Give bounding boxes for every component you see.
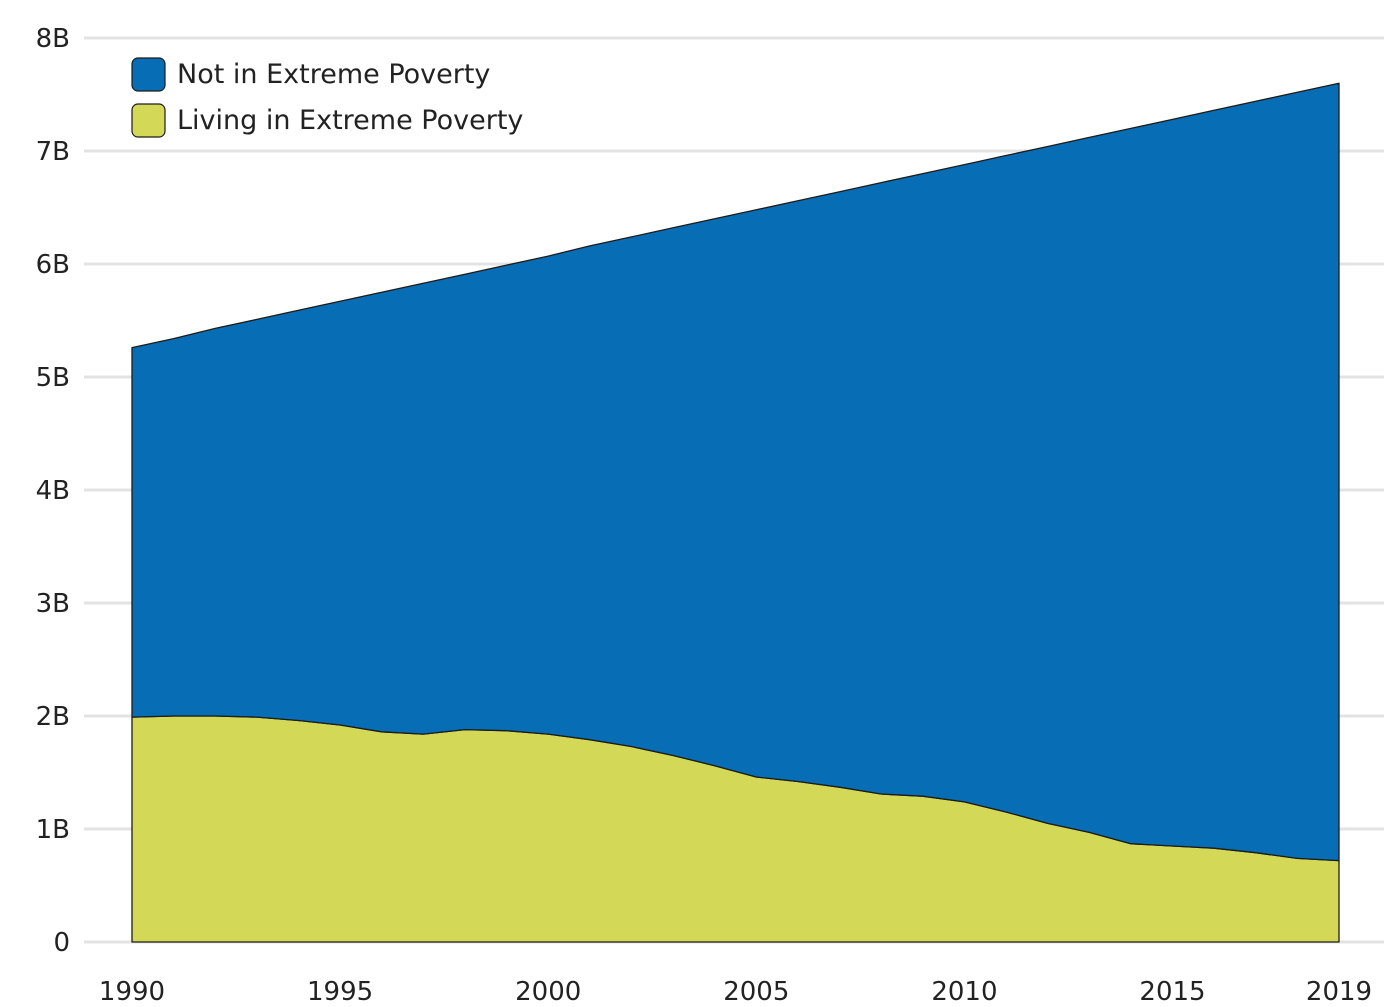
- y-tick-label: 0: [53, 928, 70, 958]
- x-tick-label: 2019: [1306, 977, 1372, 1007]
- y-axis-tick-labels: 0 1B 2B 3B 4B 5B 6B 7B 8B: [36, 24, 70, 958]
- y-tick-label: 2B: [36, 702, 70, 732]
- x-tick-label: 2000: [515, 977, 581, 1007]
- x-tick-label: 1990: [99, 977, 165, 1007]
- legend: Not in Extreme Poverty Living in Extreme …: [131, 57, 523, 138]
- y-tick-label: 4B: [36, 476, 70, 506]
- x-tick-label: 2015: [1139, 977, 1205, 1007]
- y-tick-label: 6B: [36, 250, 70, 280]
- y-tick-label: 5B: [36, 363, 70, 393]
- y-tick-label: 8B: [36, 24, 70, 54]
- y-tick-label: 3B: [36, 589, 70, 619]
- legend-label-living-in-extreme-poverty: Living in Extreme Poverty: [177, 105, 523, 136]
- legend-swatch-not-in-extreme-poverty: [131, 57, 166, 92]
- x-tick-label: 1995: [307, 977, 373, 1007]
- area-series: [131, 82, 1340, 943]
- y-tick-label: 1B: [36, 815, 70, 845]
- area-not-in-extreme-poverty: [131, 82, 1340, 862]
- x-tick-label: 2005: [723, 977, 789, 1007]
- x-tick-label: 2010: [931, 977, 997, 1007]
- legend-swatch-living-in-extreme-poverty: [131, 103, 166, 138]
- x-axis-tick-labels: 1990 1995 2000 2005 2010 2015 2019: [99, 977, 1372, 1007]
- y-tick-label: 7B: [36, 137, 70, 167]
- legend-label-not-in-extreme-poverty: Not in Extreme Poverty: [177, 59, 490, 90]
